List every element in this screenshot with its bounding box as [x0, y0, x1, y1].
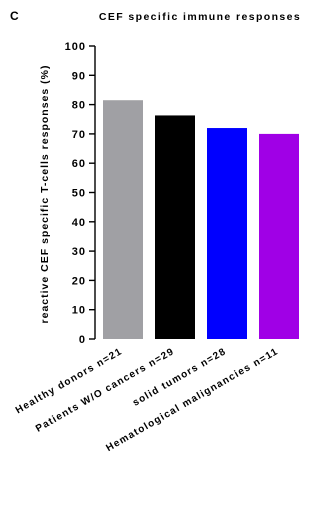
y-axis-label: reactive CEF specific T-cells responses …: [39, 65, 51, 324]
y-axis: 0 10 20 30 40 50 60 70 80 90 100: [65, 41, 96, 346]
y-tick-label: 40: [72, 217, 86, 229]
x-tick-label: solid tumors n=28: [131, 346, 229, 409]
y-tick-label: 80: [72, 100, 86, 112]
y-tick-label: 50: [72, 188, 86, 200]
y-tick-label: 0: [79, 334, 86, 346]
y-tick-label: 70: [72, 129, 86, 141]
bar: [155, 115, 195, 339]
bar: [259, 133, 299, 339]
y-tick-label: 90: [72, 70, 86, 82]
bar: [207, 128, 247, 339]
y-tick-label: 30: [72, 246, 86, 258]
y-tick-label: 100: [65, 41, 86, 53]
bars: [103, 100, 299, 339]
bar: [103, 100, 143, 339]
chart-title: CEF specific immune responses: [99, 11, 301, 23]
y-tick-label: 20: [72, 275, 86, 287]
y-tick-label: 60: [72, 158, 86, 170]
y-tick-label: 10: [72, 305, 86, 317]
panel-label: C: [10, 9, 19, 23]
